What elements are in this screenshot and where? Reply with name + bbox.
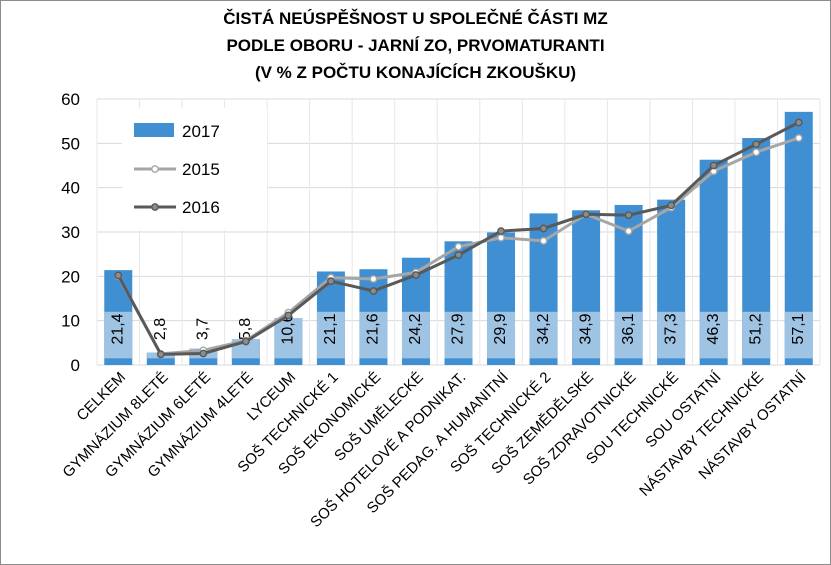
bar-value-label: 21,1 (322, 313, 339, 344)
point-2016 (199, 349, 208, 358)
point-2016 (412, 271, 420, 279)
y-tick-label: 60 (61, 90, 80, 109)
bar-value-label: 3,7 (195, 318, 212, 340)
bar-value-label: 21,4 (109, 313, 126, 344)
legend: 2017 2015 2016 (122, 108, 267, 230)
bar-value-label: 24,2 (407, 313, 424, 344)
bar-value-label: 36,1 (620, 313, 637, 344)
y-tick-label: 40 (61, 179, 80, 198)
bar-label-band (359, 311, 388, 359)
x-tick-label: SOŠ HOTELOVÉ A PODNIKAT. (307, 369, 469, 531)
point-2016 (624, 211, 633, 220)
point-2016 (539, 224, 548, 233)
y-tick-label: 50 (61, 134, 80, 153)
legend-marker-2015 (151, 165, 159, 173)
bar-value-label: 27,9 (450, 313, 467, 344)
bar-label-band (742, 311, 771, 359)
point-2016 (454, 251, 463, 259)
bar-value-label: 37,3 (662, 313, 679, 344)
chart-title-line-1: ČISTÁ NEÚSPĚŠNOST U SPOLEČNÉ ČÁSTI MZ (223, 9, 608, 28)
point-2016 (667, 201, 676, 210)
point-2016 (241, 337, 250, 346)
line-series (114, 118, 803, 359)
point-2016 (794, 118, 803, 127)
point-2015 (624, 227, 633, 236)
bar-label-band (487, 311, 516, 359)
legend-marker-2016 (151, 203, 159, 211)
point-2016 (156, 350, 165, 359)
point-2015 (752, 148, 761, 157)
bar-value-label: 21,6 (365, 313, 382, 344)
bar-value-label: 46,3 (705, 313, 722, 344)
bar-label-band (274, 318, 303, 359)
point-2015 (369, 275, 378, 283)
point-2016 (369, 287, 378, 295)
x-tick-label: SOU OSTATNÍ (642, 368, 725, 451)
bar-value-label: 29,9 (492, 313, 509, 344)
point-2016 (752, 140, 761, 149)
bar-label-band (784, 311, 813, 359)
point-2016 (582, 210, 590, 219)
bar-label-band (572, 311, 601, 359)
point-2016 (327, 277, 335, 286)
point-2016 (284, 311, 293, 320)
legend-label-2015: 2015 (182, 160, 220, 179)
bar-label-band (614, 311, 643, 359)
bar-label-band (316, 311, 345, 359)
bar-label-band (104, 311, 133, 359)
y-tick-label: 10 (61, 312, 80, 331)
point-2016 (709, 161, 718, 170)
bar-label-band (529, 311, 558, 359)
point-2016 (114, 271, 123, 280)
legend-swatch-2017 (134, 123, 174, 137)
point-2016 (497, 227, 505, 236)
bar-value-label: 5,8 (237, 318, 254, 340)
legend-label-2016: 2016 (182, 198, 220, 217)
y-tick-label: 20 (61, 267, 80, 286)
bar-series-2017 (104, 111, 813, 366)
bar-data-labels: 21,4 2,8 3,7 5,8 10,6 21,1 21,6 24,2 27,9 29,9 34,… (109, 313, 806, 344)
bar-value-label: 34,2 (535, 313, 552, 344)
chart-title-line-2: PODLE OBORU - JARNÍ ZO, PRVOMATURANTI (226, 36, 605, 55)
y-tick-label: 30 (61, 223, 80, 242)
bar-label-band (401, 311, 430, 359)
bar-value-label: 10,6 (280, 313, 297, 344)
point-2015 (794, 134, 803, 142)
chart-title-line-3: (V % Z POČTU KONAJÍCÍCH ZKOUŠKU) (254, 63, 577, 82)
bar-label-band (699, 311, 728, 359)
point-2015 (497, 233, 505, 242)
bar-label-band (444, 311, 473, 359)
bar-value-label: 57,1 (790, 313, 807, 344)
y-tick-label: 0 (71, 356, 80, 375)
point-2015 (539, 236, 548, 245)
bar-value-label: 2,8 (152, 318, 169, 340)
y-axis-ticks: 0 10 20 30 40 50 60 (61, 90, 80, 375)
legend-label-2017: 2017 (182, 122, 220, 141)
bar-value-label: 34,9 (577, 313, 594, 344)
point-2015 (454, 242, 463, 251)
bar-label-band (657, 311, 686, 359)
bar-value-label: 51,2 (747, 313, 764, 344)
